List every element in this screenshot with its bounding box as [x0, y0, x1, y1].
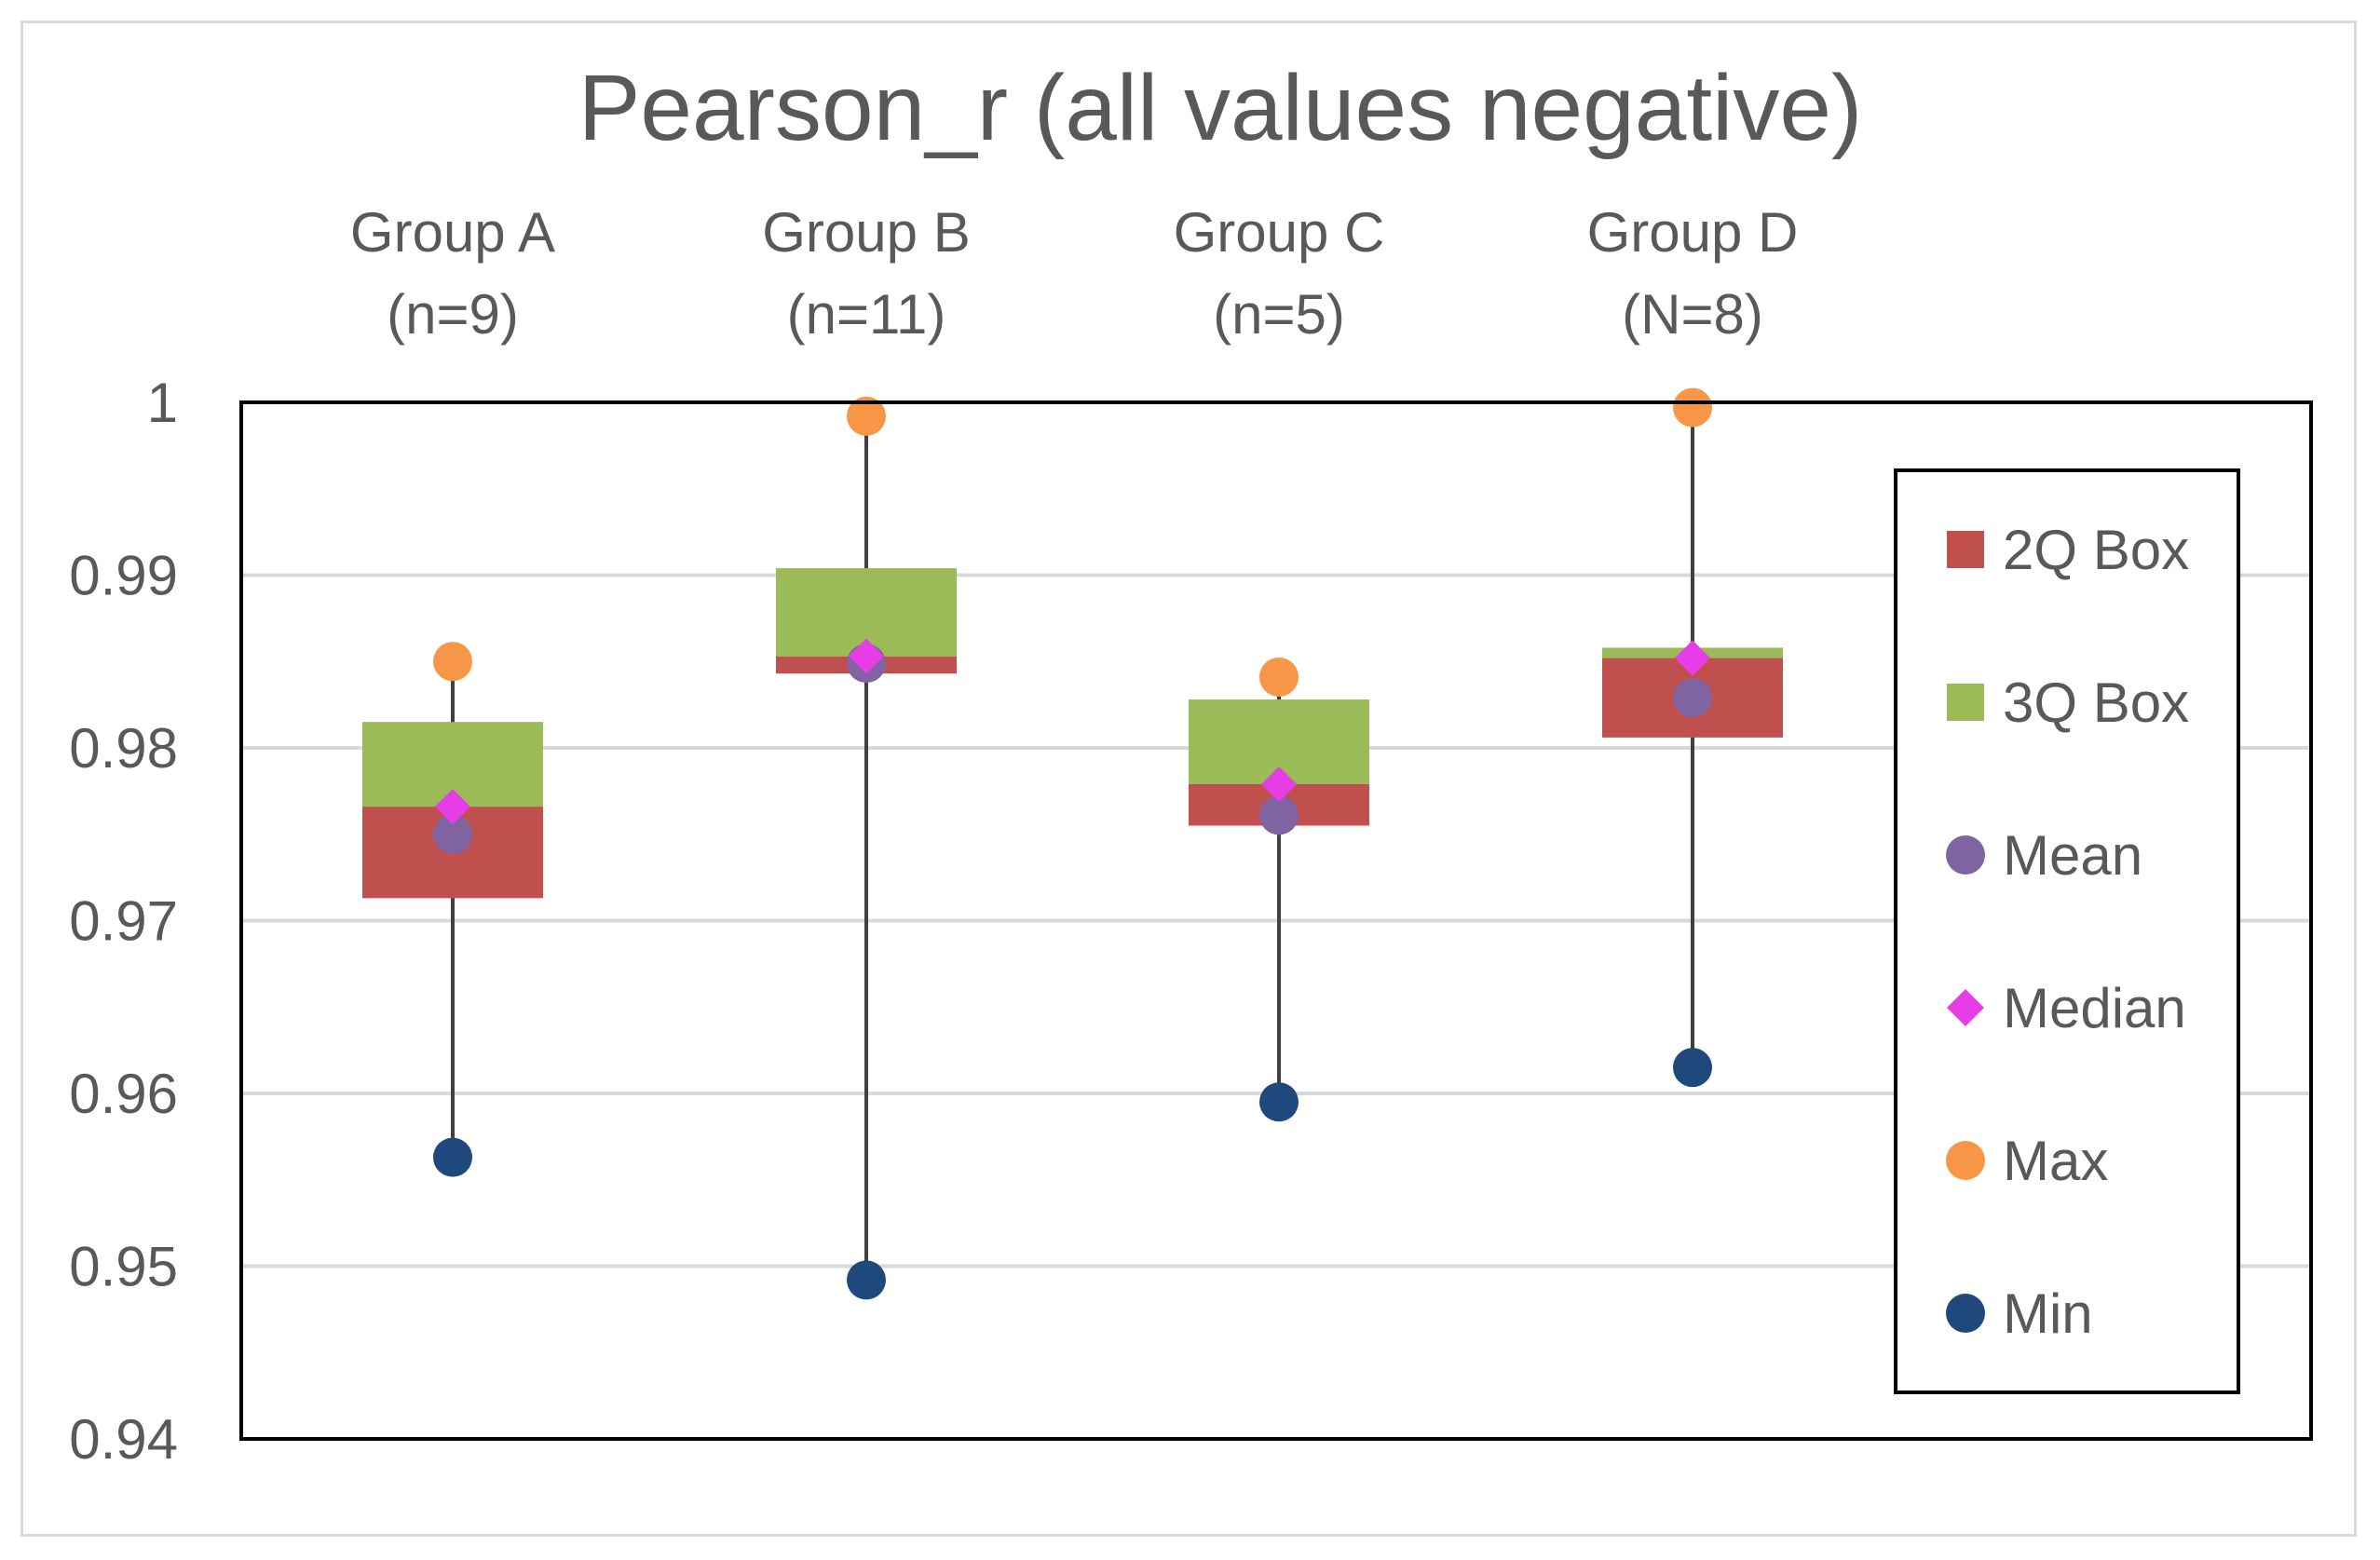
- median-point: [1675, 640, 1710, 676]
- group-labels: Group A (n=9) Group B (n=11) Group C (n=5) Gro…: [350, 201, 1798, 346]
- legend-item: 3Q Box: [1947, 671, 2189, 734]
- chart-frame: Pearson_r (all values negative) 0.94 0.95…: [20, 20, 2357, 1537]
- legend-label: Max: [2003, 1130, 2108, 1192]
- legend-diamond-marker: [1947, 989, 1984, 1026]
- legend-square-marker: [1947, 531, 1984, 568]
- max-point: [847, 396, 886, 436]
- box-plot-chart: Pearson_r (all values negative) 0.94 0.95…: [69, 56, 2313, 1471]
- mean-point: [433, 814, 472, 854]
- group-n-label: (N=8): [1622, 283, 1763, 346]
- legend-circle-marker: [1946, 1141, 1985, 1180]
- legend-label: Mean: [2003, 824, 2142, 887]
- group-name-label: Group A: [350, 201, 555, 264]
- mean-point: [1673, 678, 1712, 718]
- legend-square-marker: [1947, 684, 1984, 721]
- legend-label: Median: [2003, 977, 2186, 1039]
- group-name-label: Group D: [1587, 201, 1799, 264]
- legend-circle-marker: [1946, 835, 1985, 875]
- legend-item: Max: [1946, 1130, 2108, 1192]
- y-tick-label: 0.94: [69, 1408, 178, 1471]
- group-n-label: (n=5): [1213, 283, 1345, 346]
- chart-title: Pearson_r (all values negative): [578, 56, 1863, 160]
- box-group: [1189, 657, 1369, 1122]
- y-tick-label: 0.99: [69, 545, 178, 607]
- y-tick-label: 0.97: [69, 890, 178, 953]
- legend-label: Min: [2003, 1282, 2093, 1345]
- min-point: [1673, 1048, 1712, 1088]
- box-group: [1602, 387, 1783, 1088]
- group-name-label: Group C: [1174, 201, 1385, 264]
- plot-area-border: [239, 400, 2313, 1441]
- y-tick-label: 0.96: [69, 1063, 178, 1125]
- box-group: [362, 642, 543, 1177]
- legend-circle-marker: [1946, 1294, 1985, 1333]
- median-point: [435, 789, 470, 825]
- max-point: [1673, 387, 1712, 427]
- median-point: [1261, 766, 1297, 802]
- legend-label: 2Q Box: [2003, 519, 2189, 581]
- legend-box: [1894, 468, 2240, 1394]
- y-tick-label: 1: [147, 372, 178, 434]
- y-tick-label: 0.98: [69, 717, 178, 780]
- max-point: [1259, 657, 1299, 697]
- legend-item: Min: [1946, 1282, 2093, 1345]
- group-n-label: (n=9): [387, 283, 519, 346]
- max-point: [433, 642, 472, 682]
- plot-area: [362, 387, 1783, 1300]
- min-point: [433, 1137, 472, 1177]
- y-tick-label: 0.95: [69, 1236, 178, 1298]
- group-n-label: (n=11): [787, 283, 946, 346]
- min-point: [847, 1260, 886, 1300]
- legend-label: 3Q Box: [2003, 671, 2189, 734]
- legend-item: Median: [1947, 977, 2186, 1039]
- legend-item: Mean: [1946, 824, 2142, 887]
- group-name-label: Group B: [762, 201, 970, 264]
- box-group: [776, 396, 957, 1300]
- median-point: [849, 638, 884, 674]
- legend-item: 2Q Box: [1947, 519, 2189, 581]
- legend: 2Q Box 3Q Box Mean Median Max Min: [1894, 468, 2240, 1394]
- min-point: [1259, 1082, 1299, 1122]
- mean-point: [1259, 795, 1299, 835]
